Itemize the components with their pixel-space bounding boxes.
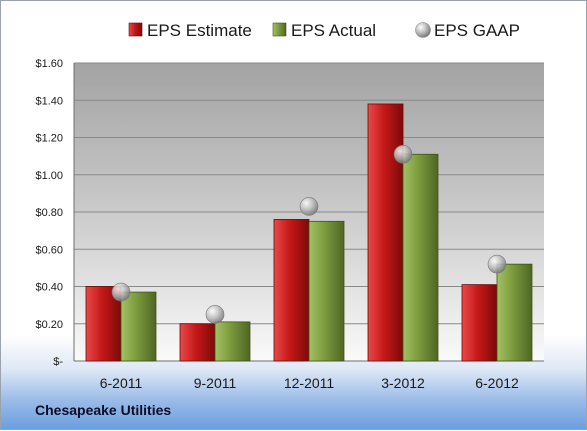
eps-actual-bar xyxy=(120,291,157,362)
eps-gaap-marker xyxy=(487,254,507,274)
legend-label: EPS GAAP xyxy=(434,21,520,40)
y-tick-label: $1.40 xyxy=(35,95,63,107)
eps-actual-bar xyxy=(496,263,533,362)
legend-label: EPS Actual xyxy=(291,21,376,40)
eps-estimate-bar xyxy=(367,103,404,362)
eps-actual-bar xyxy=(308,220,345,362)
eps-gaap-marker xyxy=(111,282,131,302)
legend: EPS Estimate EPS Actual EPS GAAP xyxy=(128,21,520,40)
eps-actual-bar xyxy=(214,321,251,362)
y-tick-label: $1.00 xyxy=(35,170,63,182)
y-tick-label: $1.60 xyxy=(35,58,63,70)
eps-actual-bar xyxy=(402,153,439,362)
x-tick-label: 9-2011 xyxy=(194,375,237,391)
company-name: Chesapeake Utilities xyxy=(35,402,172,418)
eps-estimate-bar xyxy=(461,284,498,362)
bars xyxy=(85,103,533,362)
x-tick-label: 6-2011 xyxy=(100,375,143,391)
y-tick-label: $0.80 xyxy=(35,207,63,219)
y-tick-label: $- xyxy=(53,356,63,368)
gaap-markers xyxy=(111,144,507,324)
legend-gaap-swatch xyxy=(415,22,431,38)
x-tick-label: 12-2011 xyxy=(284,375,335,391)
y-tick-label: $0.60 xyxy=(35,244,63,256)
eps-gaap-marker xyxy=(393,144,413,164)
eps-gaap-marker xyxy=(205,305,225,324)
y-axis: $- $0.20 $0.40 $0.60 $0.80 $1.00 $1.20 $1.40 $1.… xyxy=(35,58,544,368)
x-tick-label: 3-2012 xyxy=(381,375,425,391)
y-tick-label: $0.40 xyxy=(35,282,63,294)
legend-label: EPS Estimate xyxy=(147,21,252,40)
x-tick-label: 6-2012 xyxy=(475,375,519,391)
eps-gaap-marker xyxy=(299,197,319,216)
eps-estimate-bar xyxy=(273,219,310,362)
legend-estimate-swatch xyxy=(128,22,143,37)
y-tick-label: $1.20 xyxy=(35,133,63,145)
legend-actual-swatch xyxy=(272,22,287,37)
x-axis: 6-2011 9-2011 12-2011 3-2012 6-2012 xyxy=(100,375,519,391)
eps-estimate-bar xyxy=(179,323,216,362)
y-tick-label: $0.20 xyxy=(35,319,63,331)
